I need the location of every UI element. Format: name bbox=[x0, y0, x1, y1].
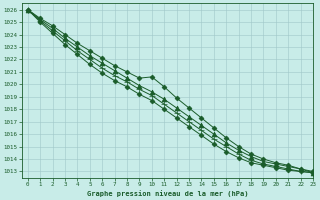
X-axis label: Graphe pression niveau de la mer (hPa): Graphe pression niveau de la mer (hPa) bbox=[87, 190, 248, 197]
